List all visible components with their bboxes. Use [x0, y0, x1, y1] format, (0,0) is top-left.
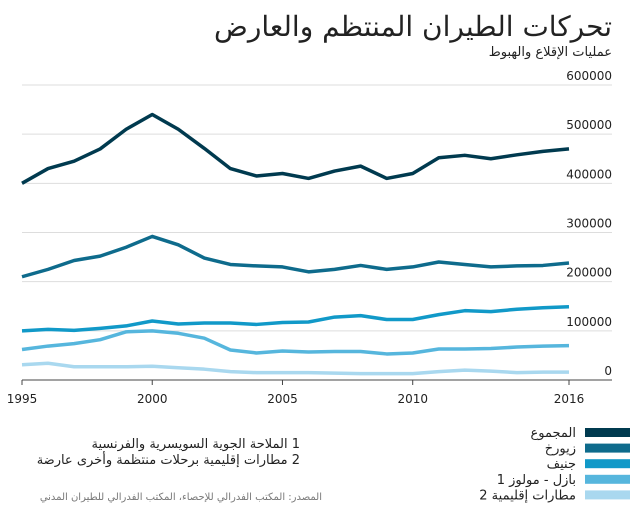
y-tick-label: 0 [604, 364, 612, 378]
y-tick-label: 600000 [566, 69, 612, 83]
series-line [21, 361, 569, 376]
legend-label: المجموع [531, 426, 576, 441]
legend-swatch [585, 428, 630, 437]
series-line [21, 329, 570, 356]
legend-swatch [585, 490, 630, 500]
legend-swatch [585, 443, 630, 453]
legend-swatch [585, 459, 630, 469]
footnote: 2 مطارات إقليمية برحلات منتظمة وأخرى عار… [37, 451, 300, 468]
x-tick-label: 2010 [397, 392, 428, 406]
x-tick-label: 2005 [267, 392, 298, 406]
y-tick-label: 500000 [566, 118, 612, 132]
legend-label: بازل - مولوز 1 [497, 473, 576, 488]
series-line [21, 234, 570, 279]
legend-label: مطارات إقليمية 2 [479, 488, 576, 503]
chart-subtitle: عمليات الإقلاع والهبوط [489, 45, 612, 60]
y-tick-label: 100000 [566, 315, 612, 329]
x-tick-label: 2000 [137, 392, 168, 406]
footnote: 1 الملاحة الجوية السويسرية والفرنسية [92, 437, 301, 452]
y-tick-label: 400000 [566, 167, 612, 181]
x-tick-label: 1995 [7, 392, 38, 406]
legend-label: زيورخ [545, 442, 576, 457]
chart-title: تحركات الطيران المنتظم والعارض [214, 10, 612, 43]
series-line [21, 304, 570, 333]
y-tick-label: 200000 [566, 266, 612, 280]
legend-label: جنيف [547, 457, 576, 472]
y-tick-label: 300000 [566, 217, 612, 231]
x-tick-label: 2016 [554, 392, 585, 406]
source: المصدر: المكتب الفدرالي للإحصاء، المكتب … [40, 492, 322, 503]
legend-swatch [585, 474, 630, 484]
series-line [21, 112, 570, 185]
